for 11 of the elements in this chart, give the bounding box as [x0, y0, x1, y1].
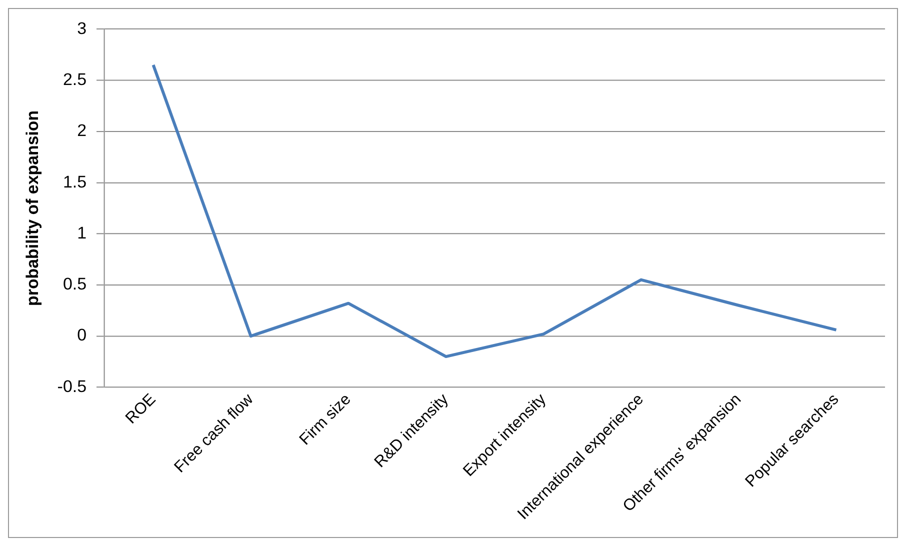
y-axis-title: probability of expansion [22, 110, 42, 306]
x-tick-label: Free cash flow [171, 390, 258, 476]
y-tick-label: 0.5 [62, 274, 87, 294]
x-tick-label: Firm size [296, 390, 354, 449]
y-tick-label: 3 [77, 18, 87, 38]
y-tick-label: 1.5 [62, 172, 87, 192]
y-tick-label: 2.5 [62, 70, 87, 89]
y-tick-label: -0.5 [57, 376, 87, 396]
y-tick-label: 2 [77, 121, 87, 140]
y-tick-label: 1 [77, 223, 87, 242]
y-tick-label: 0 [77, 326, 87, 345]
